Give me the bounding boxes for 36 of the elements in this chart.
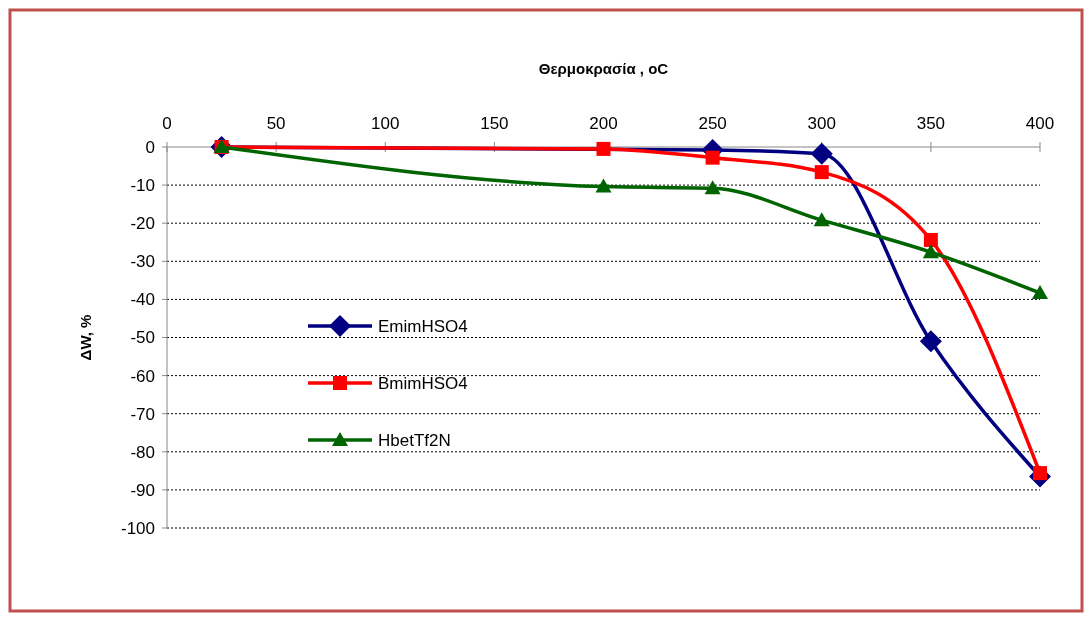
x-tick-label: 350	[916, 114, 946, 133]
point	[1032, 284, 1048, 299]
y-tick-label: -30	[130, 252, 155, 272]
point	[705, 150, 720, 165]
y-axis-title: ΔW, %	[77, 314, 94, 361]
x-tick-label: 150	[480, 114, 509, 133]
y-tick-label: -80	[130, 442, 155, 462]
y-tick-label: -60	[130, 366, 155, 386]
point	[704, 180, 721, 195]
point	[919, 330, 942, 353]
legend-label: EmimHSO4	[378, 316, 468, 336]
x-tick-label: 400	[1025, 114, 1055, 133]
point	[810, 142, 833, 165]
x-tick-label: 300	[807, 114, 836, 133]
y-tick-label: -20	[130, 214, 155, 234]
y-tick-label: -70	[130, 404, 155, 424]
y-tick-label: 0	[145, 137, 155, 157]
y-tick-label: -10	[130, 176, 155, 196]
legend-label: HbetTf2N	[378, 430, 451, 450]
point	[922, 244, 939, 259]
point	[923, 232, 938, 247]
x-tick-label: 100	[371, 114, 400, 133]
x-axis-title: Θερμοκρασία , oC	[538, 60, 669, 77]
y-tick-label: -40	[130, 290, 155, 310]
y-tick-label: -90	[130, 480, 155, 500]
x-tick-label: 200	[589, 114, 618, 133]
y-tick-label: -100	[120, 518, 155, 538]
x-tick-label: 0	[162, 114, 172, 133]
point	[814, 165, 829, 180]
point	[596, 141, 611, 156]
point	[813, 212, 830, 227]
y-tick-label: -50	[130, 328, 155, 348]
x-tick-label: 250	[698, 114, 727, 133]
x-tick-label: 50	[266, 114, 286, 133]
legend-label: BmimHSO4	[378, 373, 468, 393]
point	[595, 178, 612, 193]
